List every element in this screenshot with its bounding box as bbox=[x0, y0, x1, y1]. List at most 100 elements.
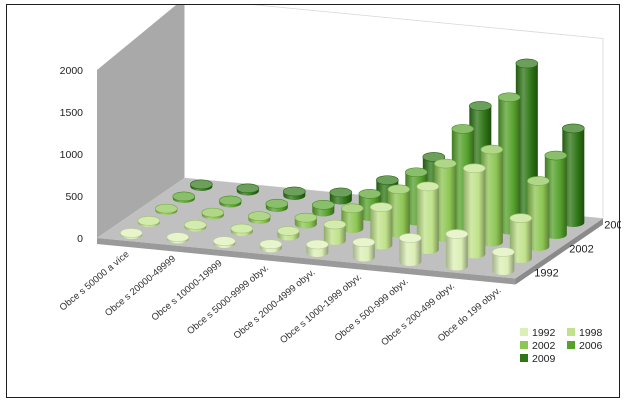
cylinder-bar bbox=[445, 229, 469, 271]
cylinder-body bbox=[498, 97, 521, 235]
cylinder-top bbox=[120, 228, 143, 238]
cylinder-body bbox=[155, 208, 178, 215]
cylinder-top bbox=[358, 188, 382, 199]
cylinder-bar bbox=[294, 212, 318, 229]
legend-swatch bbox=[567, 328, 575, 336]
cylinder-bar bbox=[172, 191, 196, 203]
cylinder-top bbox=[544, 150, 568, 161]
cylinder-body bbox=[527, 180, 550, 251]
y-tick-label: 500 bbox=[65, 191, 83, 203]
cylinder-body bbox=[312, 204, 335, 217]
cylinder-body bbox=[283, 191, 306, 200]
cylinder-top bbox=[184, 220, 207, 230]
cylinder-top bbox=[562, 123, 585, 134]
cylinder-body bbox=[306, 244, 329, 257]
cylinder-top bbox=[236, 183, 260, 194]
cylinder-body bbox=[166, 237, 189, 244]
cylinder-body bbox=[201, 212, 224, 220]
cylinder-bar bbox=[283, 186, 306, 200]
cylinder-top bbox=[172, 191, 196, 202]
cylinder-body bbox=[509, 218, 532, 263]
floor-front-edge bbox=[97, 238, 516, 285]
legend-label: 2006 bbox=[579, 340, 603, 352]
cylinder-top bbox=[434, 158, 457, 169]
cylinder-bar bbox=[387, 184, 411, 238]
y-tick-label: 0 bbox=[77, 233, 83, 245]
cylinder-top bbox=[329, 187, 353, 198]
depth-label: 1992 bbox=[534, 268, 558, 280]
cylinder-top bbox=[469, 101, 492, 111]
legend-label: 2002 bbox=[532, 340, 556, 352]
cylinder-bar bbox=[259, 239, 283, 253]
cylinder-bar bbox=[213, 236, 236, 248]
cylinder-top bbox=[492, 247, 515, 257]
cylinder-top bbox=[155, 203, 178, 214]
legend-swatch bbox=[520, 354, 528, 362]
cylinder-body bbox=[480, 149, 503, 247]
cylinder-bar bbox=[166, 232, 190, 244]
cylinder-top bbox=[283, 186, 306, 197]
cylinder-bar bbox=[492, 247, 515, 275]
cylinder-bar bbox=[120, 228, 143, 239]
cylinder-bar bbox=[201, 207, 225, 220]
cylinder-top bbox=[527, 176, 550, 186]
cylinder-top bbox=[416, 181, 440, 192]
side-wall bbox=[97, 5, 185, 238]
cylinder-bar bbox=[236, 183, 260, 196]
cylinder-body bbox=[562, 128, 585, 227]
cylinder-bar bbox=[248, 211, 271, 224]
cylinder-bar bbox=[190, 179, 213, 191]
cylinder-top bbox=[422, 152, 446, 162]
cylinder-bar bbox=[137, 215, 161, 227]
y-tick-label: 2000 bbox=[60, 65, 84, 77]
cylinder-bar bbox=[509, 213, 533, 263]
cylinder-body bbox=[492, 251, 515, 275]
cylinder-bar bbox=[306, 239, 329, 257]
cylinder-top bbox=[230, 223, 254, 234]
cylinder-top bbox=[445, 229, 469, 239]
cylinder-top bbox=[213, 236, 236, 246]
cylinder-top bbox=[219, 195, 242, 206]
cylinder-body bbox=[434, 163, 457, 242]
cylinder-body bbox=[352, 242, 375, 262]
cylinder-top bbox=[463, 163, 486, 174]
cylinder-top bbox=[294, 212, 318, 223]
cylinder-top bbox=[387, 184, 411, 195]
cylinder-top bbox=[376, 175, 399, 185]
cylinder-top bbox=[306, 239, 329, 250]
cylinder-top bbox=[201, 207, 225, 218]
cylinder-top bbox=[515, 58, 539, 69]
legend-swatch bbox=[567, 341, 575, 349]
cylinder-body bbox=[172, 196, 195, 203]
cylinder-top bbox=[480, 144, 504, 155]
legend: 1992 1998 2002 2006 2009 bbox=[520, 327, 603, 365]
cylinder-top bbox=[451, 124, 475, 134]
cylinder-body bbox=[544, 155, 567, 239]
cylinder-body bbox=[236, 188, 259, 196]
cylinder-body bbox=[190, 184, 213, 191]
cylinder-body bbox=[265, 203, 288, 212]
cylinder-top bbox=[259, 239, 283, 249]
cylinder-body bbox=[370, 207, 393, 250]
cylinder-bar bbox=[352, 237, 376, 262]
depth-label: 2002 bbox=[569, 244, 593, 256]
cylinder-body bbox=[463, 168, 486, 259]
cylinder-body bbox=[399, 237, 422, 266]
cylinder-bar bbox=[370, 202, 393, 250]
cylinder-top bbox=[137, 215, 161, 226]
cylinder-top bbox=[312, 200, 335, 210]
cylinder-body bbox=[248, 216, 271, 224]
cylinder-body bbox=[341, 208, 364, 233]
floor-side-edge bbox=[515, 218, 603, 285]
cylinder-top bbox=[166, 232, 190, 242]
cylinder-body bbox=[329, 192, 352, 205]
legend-label: 2009 bbox=[532, 353, 556, 365]
legend-label: 1992 bbox=[532, 327, 556, 339]
cylinder-body bbox=[323, 224, 346, 245]
cylinder-top bbox=[352, 237, 376, 248]
cylinder-body bbox=[294, 217, 317, 229]
legend-swatch bbox=[520, 328, 528, 336]
cylinder-bar bbox=[230, 223, 254, 236]
chart-frame: 0 500 1000 1500 2000 Obce s 50000 a více Obce … bbox=[6, 4, 621, 398]
